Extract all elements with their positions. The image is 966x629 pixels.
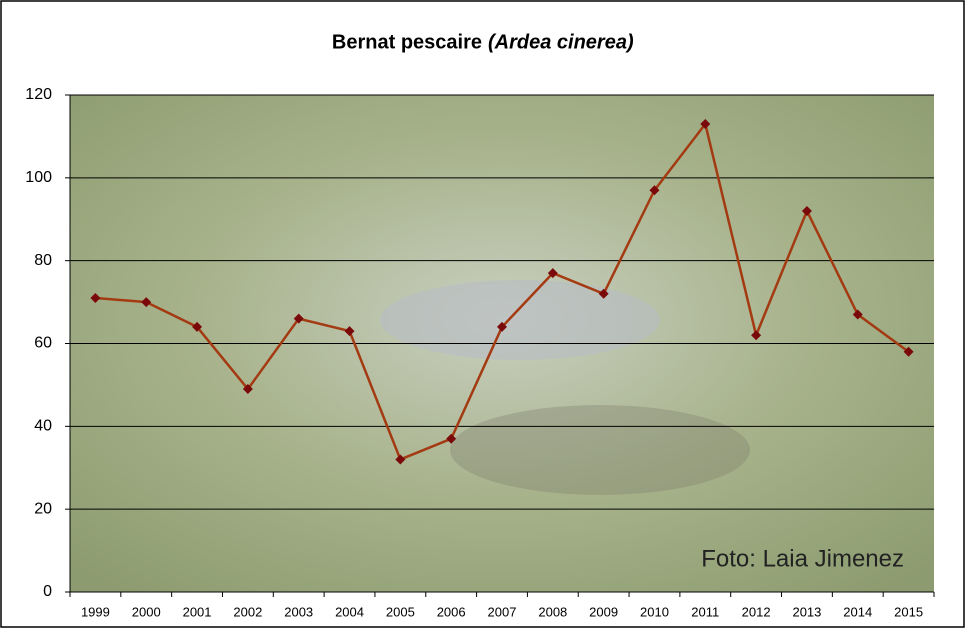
- photo-nest: [450, 405, 750, 495]
- chart-title: Bernat pescaire: [332, 31, 482, 53]
- x-tick-label: 2015: [894, 604, 923, 619]
- x-tick-label: 2002: [233, 604, 262, 619]
- x-tick-label: 2009: [589, 604, 618, 619]
- y-tick-label: 40: [34, 418, 52, 435]
- x-tick-label: 1999: [81, 604, 110, 619]
- x-tick-label: 2000: [132, 604, 161, 619]
- y-tick-label: 100: [25, 169, 52, 186]
- x-tick-label: 2011: [691, 604, 719, 619]
- x-tick-label: 2014: [843, 604, 872, 619]
- chart-subtitle: (Ardea cinerea): [488, 31, 634, 53]
- y-tick-label: 20: [34, 500, 52, 517]
- photo-heron: [380, 280, 660, 360]
- x-tick-label: 2012: [742, 604, 771, 619]
- x-tick-label: 2004: [335, 604, 364, 619]
- photo-credit: Foto: Laia Jimenez: [701, 545, 904, 572]
- y-tick-label: 60: [34, 335, 52, 352]
- y-tick-label: 80: [34, 252, 52, 269]
- y-tick-label: 120: [25, 86, 52, 103]
- x-tick-label: 2006: [437, 604, 466, 619]
- x-tick-label: 2010: [640, 604, 669, 619]
- x-tick-label: 2005: [386, 604, 415, 619]
- x-tick-label: 2007: [488, 604, 517, 619]
- x-tick-label: 2001: [183, 604, 212, 619]
- chart: Bernat pescaire (Ardea cinerea) Foto: La…: [0, 0, 966, 629]
- x-tick-label: 2008: [538, 604, 567, 619]
- x-tick-label: 2013: [792, 604, 821, 619]
- y-tick-label: 0: [43, 583, 52, 600]
- x-tick-label: 2003: [284, 604, 313, 619]
